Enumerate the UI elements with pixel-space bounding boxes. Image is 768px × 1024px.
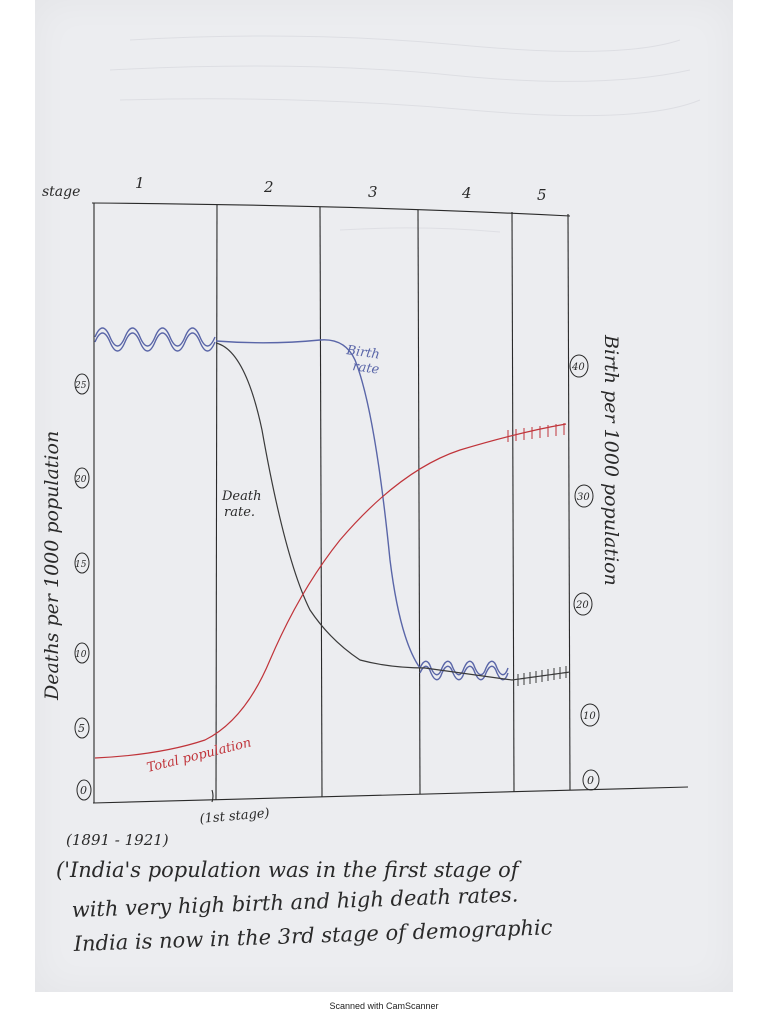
left-tick-25: 25 bbox=[74, 381, 87, 391]
stage-divider-1 bbox=[215, 204, 218, 801]
death-rate-label-line2: rate. bbox=[224, 505, 255, 520]
right-tick-10: 10 bbox=[583, 711, 596, 722]
stage-divider-2 bbox=[319, 206, 323, 798]
left-tick-0: 0 bbox=[80, 784, 87, 797]
left-axis-label: Deaths per 1000 population bbox=[41, 431, 63, 701]
scanner-watermark: Scanned with CamScanner bbox=[329, 1001, 439, 1011]
paragraph-line-1: ('India's population was in the first st… bbox=[56, 858, 522, 882]
left-tick-10: 10 bbox=[75, 650, 87, 660]
death-rate-label-line1: Death bbox=[221, 489, 261, 504]
left-tick-20: 20 bbox=[74, 475, 87, 485]
paragraph-line-2: with very high birth and high death rate… bbox=[71, 882, 518, 922]
stage-4-label: 4 bbox=[461, 184, 472, 202]
stage-header-label: stage bbox=[42, 184, 80, 200]
first-stage-tick bbox=[211, 789, 214, 803]
left-tick-5: 5 bbox=[78, 722, 85, 735]
stage-divider-3 bbox=[417, 209, 421, 795]
right-tick-40: 40 bbox=[571, 362, 585, 373]
stage-5-label: 5 bbox=[537, 186, 547, 204]
right-axis bbox=[567, 213, 571, 791]
total-population-curve bbox=[94, 423, 567, 759]
paragraph-line-3: India is now in the 3rd stage of demogra… bbox=[72, 915, 553, 956]
stage-3-label: 3 bbox=[368, 183, 378, 201]
right-tick-0: 0 bbox=[587, 774, 594, 787]
stage-2-label: 2 bbox=[263, 178, 274, 196]
first-stage-note: (1st stage) bbox=[199, 806, 270, 827]
birth-rate-curve bbox=[94, 327, 509, 681]
stage-1-label: 1 bbox=[135, 174, 145, 192]
left-tick-15: 15 bbox=[75, 560, 87, 570]
chart-frame bbox=[91, 202, 689, 804]
stage-divider-4 bbox=[511, 211, 515, 793]
birth-rate-label-line1: Birth bbox=[344, 343, 380, 363]
right-tick-30: 30 bbox=[577, 492, 590, 503]
years-note: (1891 - 1921) bbox=[66, 831, 169, 849]
right-tick-20: 20 bbox=[575, 600, 589, 611]
death-rate-curve bbox=[215, 342, 571, 686]
birth-rate-label-line2: rate bbox=[351, 359, 380, 378]
bottom-axis bbox=[92, 786, 689, 804]
top-border bbox=[91, 202, 571, 217]
right-axis-label: Birth per 1000 population bbox=[600, 334, 622, 586]
